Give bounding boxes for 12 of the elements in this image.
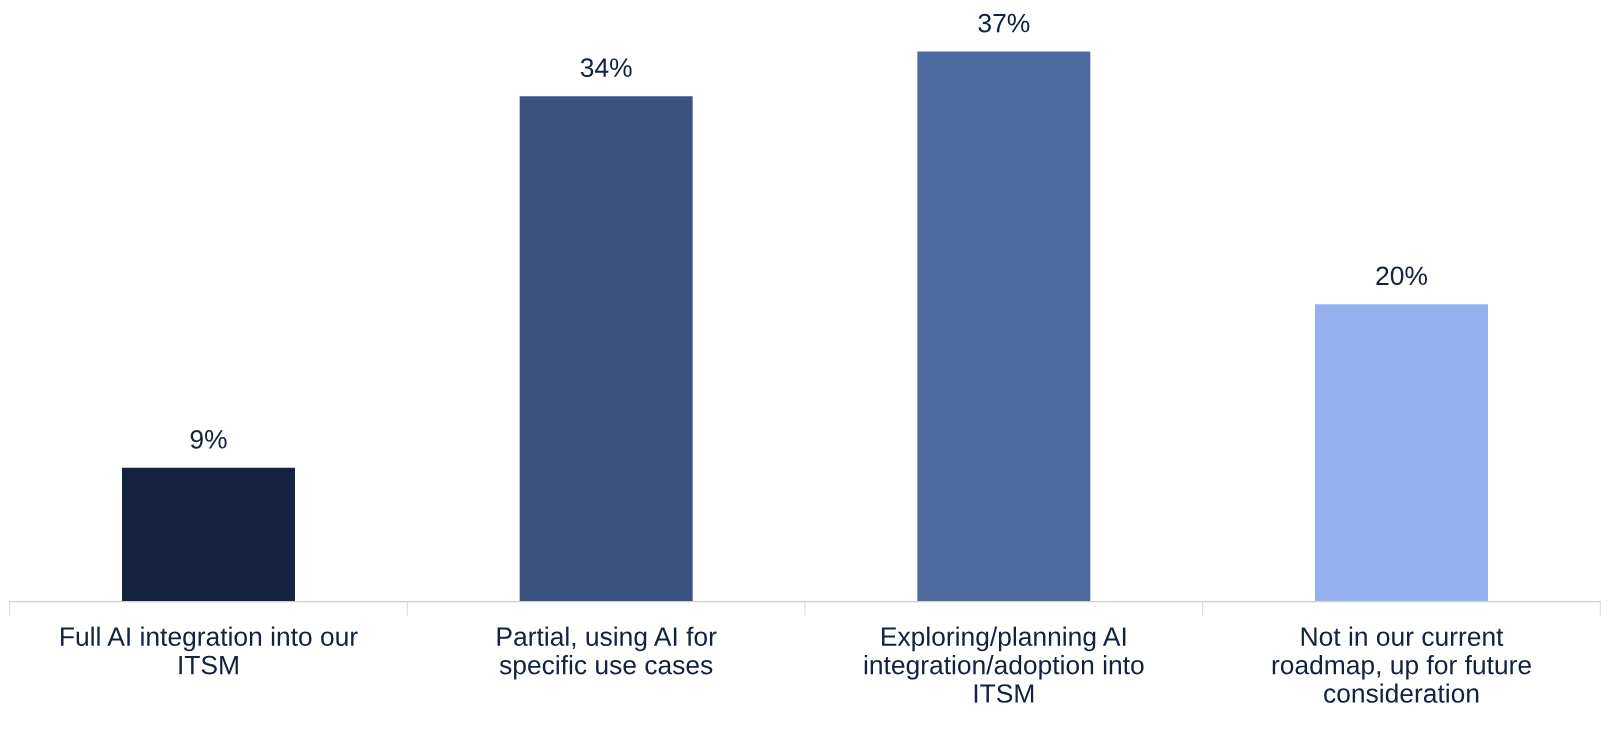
data-label: 37%: [978, 13, 1030, 33]
data-label: 9%: [190, 430, 227, 449]
bar: [122, 467, 295, 602]
data-label: 20%: [1376, 266, 1427, 286]
x-tick-label: Exploring/planning AI integration/adoption into ITSM: [864, 626, 1144, 703]
x-tick-label: Not in our current roadmap, up for future consideration: [1272, 626, 1531, 703]
bar: [917, 51, 1091, 602]
bar: [519, 96, 693, 602]
x-tick-label: Full AI integration into our ITSM: [61, 626, 358, 675]
data-label: 34%: [580, 58, 632, 78]
x-tick-label: Partial, using AI for specific use cases: [497, 626, 717, 680]
bar: [1315, 304, 1488, 602]
